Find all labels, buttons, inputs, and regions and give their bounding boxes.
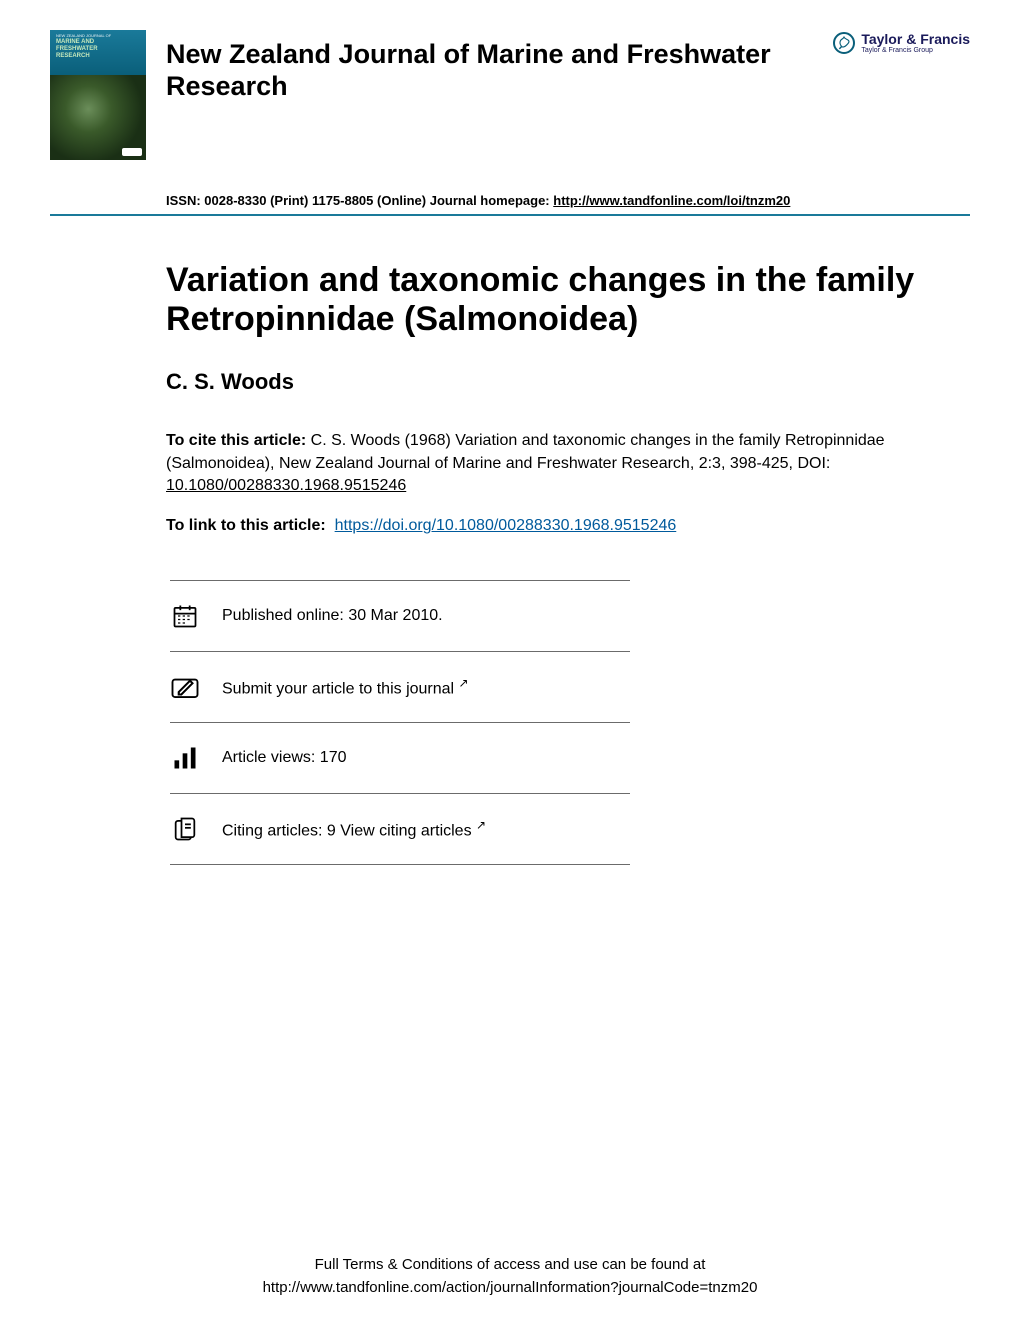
cover-title-1: MARINE AND [56,39,140,46]
article-title: Variation and taxonomic changes in the f… [166,261,970,339]
link-label: To link to this article: [166,517,330,534]
footer-terms-link[interactable]: http://www.tandfonline.com/action/journa… [263,1279,758,1296]
issn-text: ISSN: 0028-8330 (Print) 1175-8805 (Onlin… [166,193,553,208]
external-link-icon: ↗ [459,676,469,690]
calendar-icon [170,601,200,631]
cover-image-area [50,75,146,160]
citing-articles-icon [170,814,200,844]
cover-title-2: FRESHWATER [56,46,140,53]
cover-publisher-badge [122,148,142,156]
brand-text: Taylor & Francis Taylor & Francis Group [861,32,970,54]
submit-text: Submit your article to this journal [222,681,459,698]
published-online-text: Published online: 30 Mar 2010. [222,607,443,625]
citation-paragraph: To cite this article: C. S. Woods (1968)… [166,430,970,497]
meta-row-published: Published online: 30 Mar 2010. [170,580,630,652]
cover-smallprint: NEW ZEALAND JOURNAL OF [56,34,140,39]
header-region: NEW ZEALAND JOURNAL OF MARINE AND FRESHW… [0,0,1020,216]
citing-text: Citing articles: 9 View citing articles [222,823,476,840]
meta-row-submit[interactable]: Submit your article to this journal ↗ [170,652,630,723]
meta-row-citing[interactable]: Citing articles: 9 View citing articles … [170,794,630,865]
journal-title: New Zealand Journal of Marine and Freshw… [166,38,813,103]
cite-doi[interactable]: 10.1080/00288330.1968.9515246 [166,477,406,494]
journal-title-block: New Zealand Journal of Marine and Freshw… [166,30,813,103]
page-footer: Full Terms & Conditions of access and us… [0,1254,1020,1299]
meta-row-views: Article views: 170 [170,723,630,794]
article-block: Variation and taxonomic changes in the f… [0,216,1020,535]
taylor-francis-logo-icon [833,32,855,54]
link-line: To link to this article: https://doi.org… [166,517,970,535]
article-doi-link[interactable]: https://doi.org/10.1080/00288330.1968.95… [335,517,677,534]
cite-label: To cite this article: [166,432,306,449]
article-meta-list: Published online: 30 Mar 2010. Submit yo… [0,580,1020,865]
submit-article-link[interactable]: Submit your article to this journal ↗ [222,676,469,698]
header-top-row: NEW ZEALAND JOURNAL OF MARINE AND FRESHW… [50,30,970,160]
brand-main-text: Taylor & Francis [861,32,970,46]
issn-bar: ISSN: 0028-8330 (Print) 1175-8805 (Onlin… [50,185,970,216]
external-link-icon: ↗ [476,818,486,832]
submit-pencil-icon [170,672,200,702]
cover-title-3: RESEARCH [56,53,140,60]
article-views-text: Article views: 170 [222,749,347,767]
footer-terms-text: Full Terms & Conditions of access and us… [0,1254,1020,1277]
journal-cover-thumbnail[interactable]: NEW ZEALAND JOURNAL OF MARINE AND FRESHW… [50,30,146,160]
cover-text-area: NEW ZEALAND JOURNAL OF MARINE AND FRESHW… [50,30,146,75]
journal-homepage-link[interactable]: http://www.tandfonline.com/loi/tnzm20 [553,193,790,208]
publisher-brand[interactable]: Taylor & Francis Taylor & Francis Group [833,30,970,54]
citing-articles-link[interactable]: Citing articles: 9 View citing articles … [222,818,486,840]
bar-chart-icon [170,743,200,773]
brand-sub-text: Taylor & Francis Group [861,47,970,54]
article-authors: C. S. Woods [166,369,970,395]
